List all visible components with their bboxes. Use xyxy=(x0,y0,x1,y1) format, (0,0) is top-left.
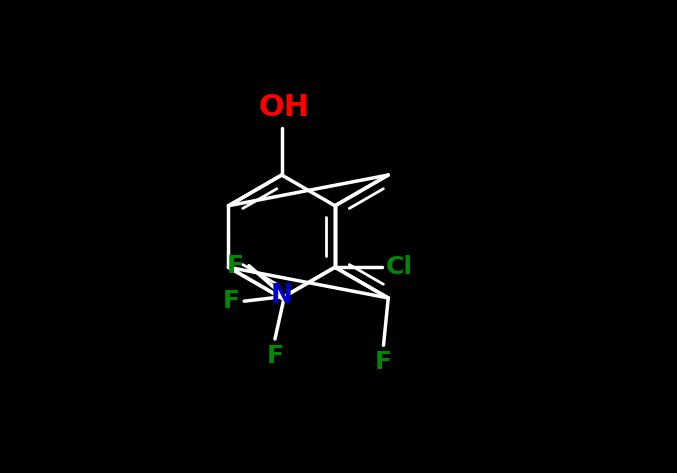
Text: F: F xyxy=(267,344,284,368)
Text: OH: OH xyxy=(259,93,310,122)
Text: F: F xyxy=(223,289,240,313)
Text: F: F xyxy=(227,254,244,278)
Text: N: N xyxy=(271,283,292,308)
Text: Cl: Cl xyxy=(386,255,413,279)
Text: F: F xyxy=(375,350,392,374)
